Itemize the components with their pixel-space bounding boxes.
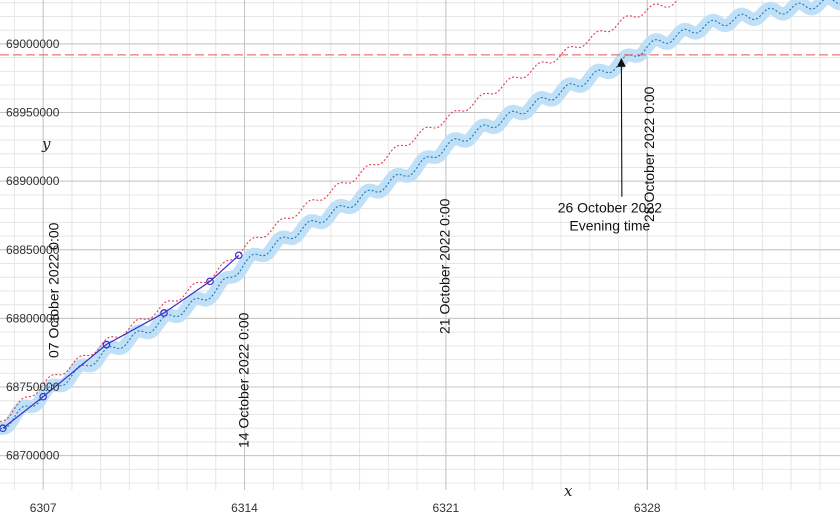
- x-axis-label: x: [564, 482, 573, 500]
- y-tick-label: 68900000: [6, 174, 60, 188]
- series-marker-line: [2, 254, 240, 429]
- label-layer: y x 26 October 2022 Evening time 6307 631…: [6, 37, 662, 515]
- grid: [0, 0, 840, 490]
- annotation-line1: 26 October 2022: [558, 200, 663, 216]
- series-marker-point: [206, 277, 214, 286]
- y-axis-label: y: [41, 135, 51, 153]
- date-label: 14 October 2022 0:00: [235, 312, 251, 448]
- x-tick-label: 6314: [231, 501, 258, 515]
- y-tick-label: 69000000: [6, 37, 60, 51]
- series-marker-point: [102, 340, 111, 349]
- y-tick-label: 68800000: [6, 311, 60, 325]
- date-label: 28 October 2022 0:00: [641, 86, 657, 222]
- series-band: [0, 0, 840, 435]
- x-tick-label: 6307: [30, 501, 57, 515]
- date-label: 21 October 2022 0:00: [437, 198, 453, 334]
- series-layer: [0, 0, 840, 435]
- y-tick-label: 68750000: [6, 380, 60, 394]
- series-red-dotted-line: [0, 0, 679, 422]
- series-marker-point: [0, 424, 7, 433]
- series-marker-point: [234, 251, 243, 260]
- y-tick-label: 68850000: [6, 243, 60, 257]
- series-marker-point: [160, 309, 168, 317]
- x-tick-label: 6328: [634, 501, 661, 515]
- y-tick-label: 68950000: [6, 106, 60, 120]
- annotation-line2: Evening time: [569, 218, 650, 234]
- y-tick-label: 68700000: [6, 449, 60, 463]
- series-blue-dotted-line: [0, 0, 840, 430]
- series-marker-point: [39, 392, 47, 401]
- date-label: 07 October 2022 0:00: [45, 222, 61, 358]
- x-tick-label: 6321: [433, 501, 460, 515]
